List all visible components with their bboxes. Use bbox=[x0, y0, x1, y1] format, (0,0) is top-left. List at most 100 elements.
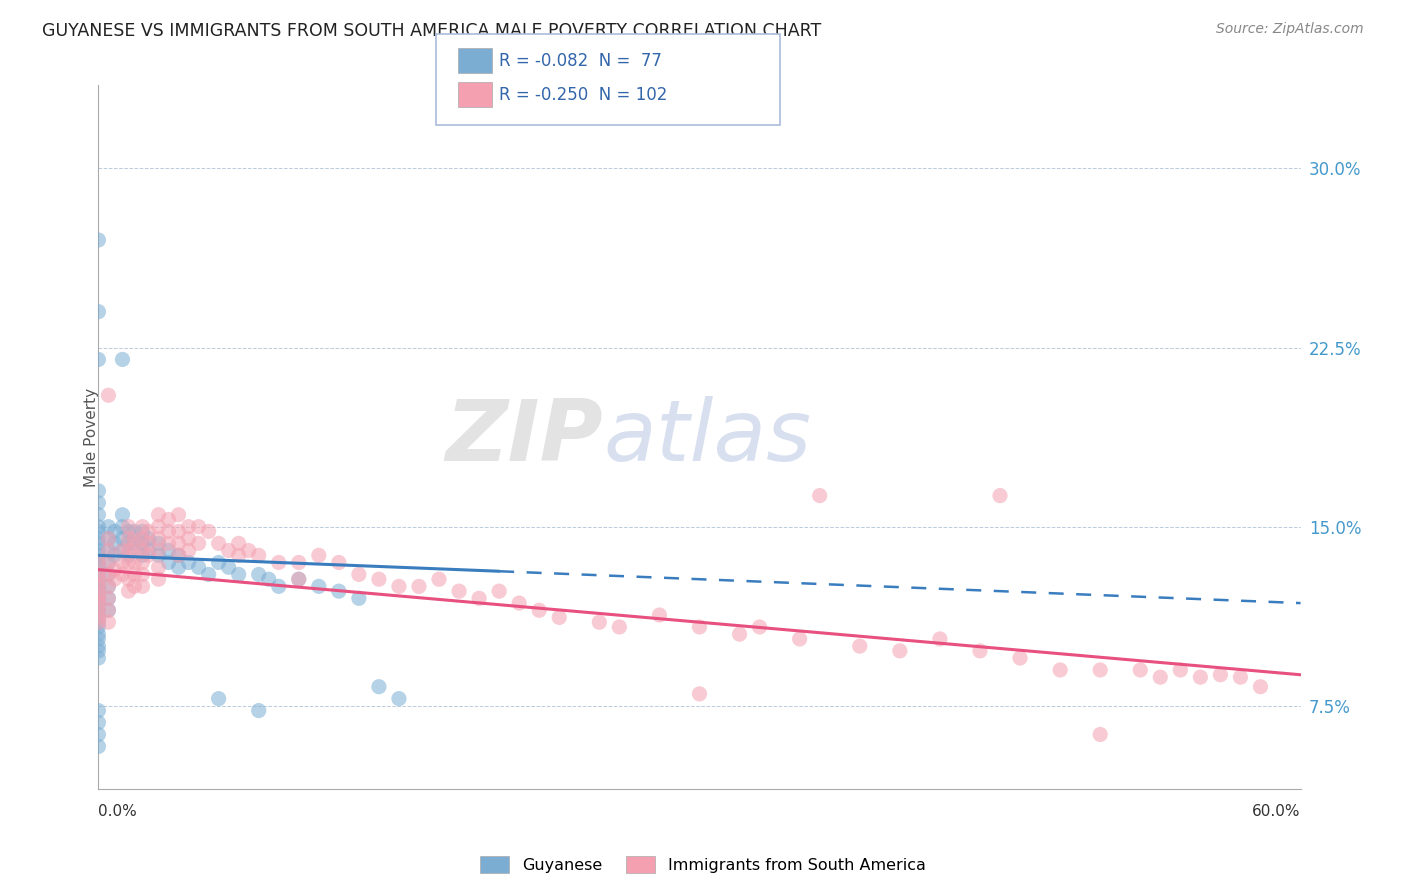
Point bbox=[1088, 727, 1111, 741]
Point bbox=[1049, 663, 1071, 677]
Point bbox=[87, 591, 110, 606]
Point bbox=[548, 610, 571, 624]
Point bbox=[849, 639, 872, 653]
Point bbox=[288, 556, 311, 570]
Point bbox=[87, 532, 110, 546]
Point bbox=[87, 632, 110, 646]
Point bbox=[648, 608, 671, 623]
Point bbox=[87, 610, 110, 624]
Point bbox=[308, 549, 330, 563]
Point bbox=[388, 579, 411, 593]
Point bbox=[87, 727, 110, 741]
Point bbox=[138, 543, 160, 558]
Point bbox=[87, 560, 110, 574]
Point bbox=[87, 603, 110, 617]
Text: 0.0%: 0.0% bbox=[98, 805, 138, 819]
Point bbox=[117, 524, 139, 539]
Point bbox=[187, 536, 209, 550]
Point bbox=[228, 567, 250, 582]
Point bbox=[929, 632, 952, 646]
Point bbox=[257, 572, 280, 586]
Point bbox=[148, 549, 170, 563]
Legend: Guyanese, Immigrants from South America: Guyanese, Immigrants from South America bbox=[474, 849, 932, 880]
Point bbox=[103, 572, 125, 586]
Point bbox=[288, 572, 311, 586]
Point bbox=[427, 572, 450, 586]
Point bbox=[131, 536, 153, 550]
Point bbox=[97, 579, 120, 593]
Point bbox=[117, 543, 139, 558]
Text: atlas: atlas bbox=[603, 395, 811, 479]
Point bbox=[124, 524, 146, 539]
Point bbox=[218, 543, 240, 558]
Point bbox=[131, 549, 153, 563]
Point bbox=[177, 519, 200, 533]
Point bbox=[157, 536, 180, 550]
Point bbox=[208, 691, 231, 706]
Point bbox=[87, 591, 110, 606]
Point bbox=[87, 620, 110, 634]
Point bbox=[131, 556, 153, 570]
Point bbox=[124, 532, 146, 546]
Point bbox=[187, 519, 209, 533]
Point bbox=[97, 591, 120, 606]
Text: R = -0.082  N =  77: R = -0.082 N = 77 bbox=[499, 52, 662, 70]
Point bbox=[131, 519, 153, 533]
Point bbox=[228, 549, 250, 563]
Point bbox=[103, 549, 125, 563]
Point bbox=[87, 572, 110, 586]
Point bbox=[87, 704, 110, 718]
Point bbox=[103, 536, 125, 550]
Point bbox=[288, 572, 311, 586]
Point bbox=[117, 536, 139, 550]
Point bbox=[87, 508, 110, 522]
Point bbox=[167, 549, 190, 563]
Point bbox=[488, 584, 510, 599]
Point bbox=[111, 532, 134, 546]
Point bbox=[588, 615, 610, 630]
Point bbox=[988, 489, 1011, 503]
Point bbox=[218, 560, 240, 574]
Point bbox=[97, 567, 120, 582]
Point bbox=[87, 639, 110, 653]
Point bbox=[97, 603, 120, 617]
Point bbox=[87, 739, 110, 754]
Point bbox=[167, 508, 190, 522]
Point bbox=[157, 524, 180, 539]
Point bbox=[97, 591, 120, 606]
Point bbox=[97, 543, 120, 558]
Point bbox=[97, 579, 120, 593]
Point bbox=[103, 563, 125, 577]
Point bbox=[1149, 670, 1171, 684]
Point bbox=[347, 567, 370, 582]
Text: R = -0.250  N = 102: R = -0.250 N = 102 bbox=[499, 86, 668, 103]
Point bbox=[508, 596, 530, 610]
Point bbox=[87, 627, 110, 641]
Point bbox=[368, 572, 391, 586]
Point bbox=[689, 687, 711, 701]
Point bbox=[87, 579, 110, 593]
Point bbox=[247, 549, 270, 563]
Point bbox=[87, 651, 110, 665]
Point bbox=[131, 524, 153, 539]
Point bbox=[267, 556, 290, 570]
Point bbox=[177, 556, 200, 570]
Point bbox=[87, 549, 110, 563]
Point bbox=[87, 496, 110, 510]
Text: 60.0%: 60.0% bbox=[1253, 805, 1301, 819]
Point bbox=[117, 519, 139, 533]
Point bbox=[177, 543, 200, 558]
Point bbox=[388, 691, 411, 706]
Point bbox=[609, 620, 631, 634]
Point bbox=[1250, 680, 1272, 694]
Point bbox=[124, 556, 146, 570]
Point bbox=[148, 572, 170, 586]
Point bbox=[97, 603, 120, 617]
Point bbox=[1189, 670, 1212, 684]
Point bbox=[1209, 667, 1232, 681]
Point bbox=[97, 519, 120, 533]
Point bbox=[111, 543, 134, 558]
Point bbox=[97, 388, 120, 402]
Point bbox=[87, 519, 110, 533]
Point bbox=[728, 627, 751, 641]
